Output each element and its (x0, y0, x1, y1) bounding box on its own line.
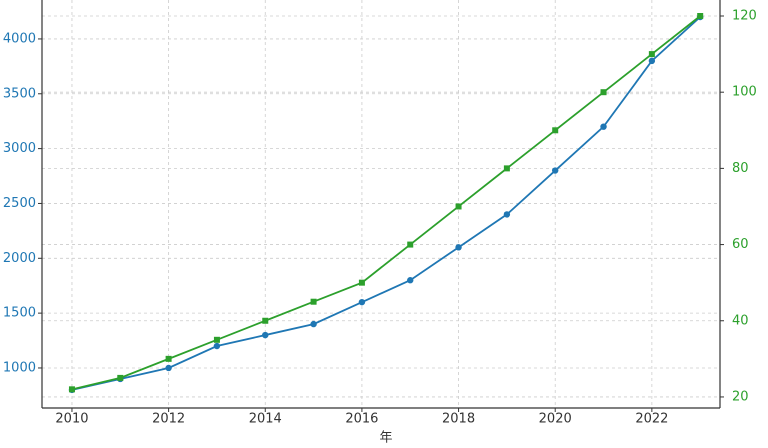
marker (117, 374, 124, 381)
y-tick-label: 4000 (3, 31, 36, 46)
marker (310, 298, 317, 305)
line (71, 16, 701, 391)
x-axis-label: 年 (379, 431, 392, 446)
y2-tick-label: 100 (732, 85, 757, 100)
marker (648, 51, 655, 58)
x-tick-label: 2018 (442, 412, 475, 427)
marker (165, 364, 172, 372)
y2-tick-label: 40 (732, 313, 749, 328)
marker (552, 167, 559, 174)
marker (165, 355, 172, 362)
marker (310, 320, 317, 328)
x-tick-label: 2016 (345, 412, 378, 427)
x-tick-label: 2020 (539, 412, 572, 427)
x-tick-label: 2010 (55, 412, 88, 427)
marker (358, 298, 366, 306)
y2-tick-label: 120 (732, 9, 757, 24)
marker (407, 277, 414, 284)
marker (213, 336, 220, 343)
y2-tick-label: 20 (732, 389, 749, 404)
marker (68, 386, 75, 393)
marker (503, 211, 511, 218)
marker (697, 13, 704, 19)
y-tick-label: 3500 (3, 86, 36, 101)
y-tick-label: 1500 (3, 306, 36, 321)
marker (455, 244, 462, 251)
marker (455, 203, 462, 210)
marker (600, 123, 607, 130)
marker (262, 317, 269, 324)
marker (407, 241, 414, 248)
marker (648, 57, 656, 65)
marker (503, 165, 510, 172)
marker (600, 89, 607, 96)
marker (262, 331, 269, 339)
y-tick-label: 1000 (3, 360, 36, 375)
grid (42, 0, 720, 408)
x-tick-label: 2014 (249, 412, 282, 427)
x-tick-label: 2022 (635, 412, 668, 427)
line (71, 15, 701, 391)
y-tick-label: 3000 (3, 141, 36, 156)
marker (213, 342, 221, 350)
y2-tick-label: 60 (732, 237, 749, 252)
y2-tick-label: 80 (732, 161, 749, 176)
x-tick-label: 2012 (152, 412, 185, 427)
y-tick-label: 2000 (3, 251, 36, 266)
marker (358, 279, 365, 286)
marker (552, 127, 559, 134)
y-tick-label: 2500 (3, 196, 36, 211)
